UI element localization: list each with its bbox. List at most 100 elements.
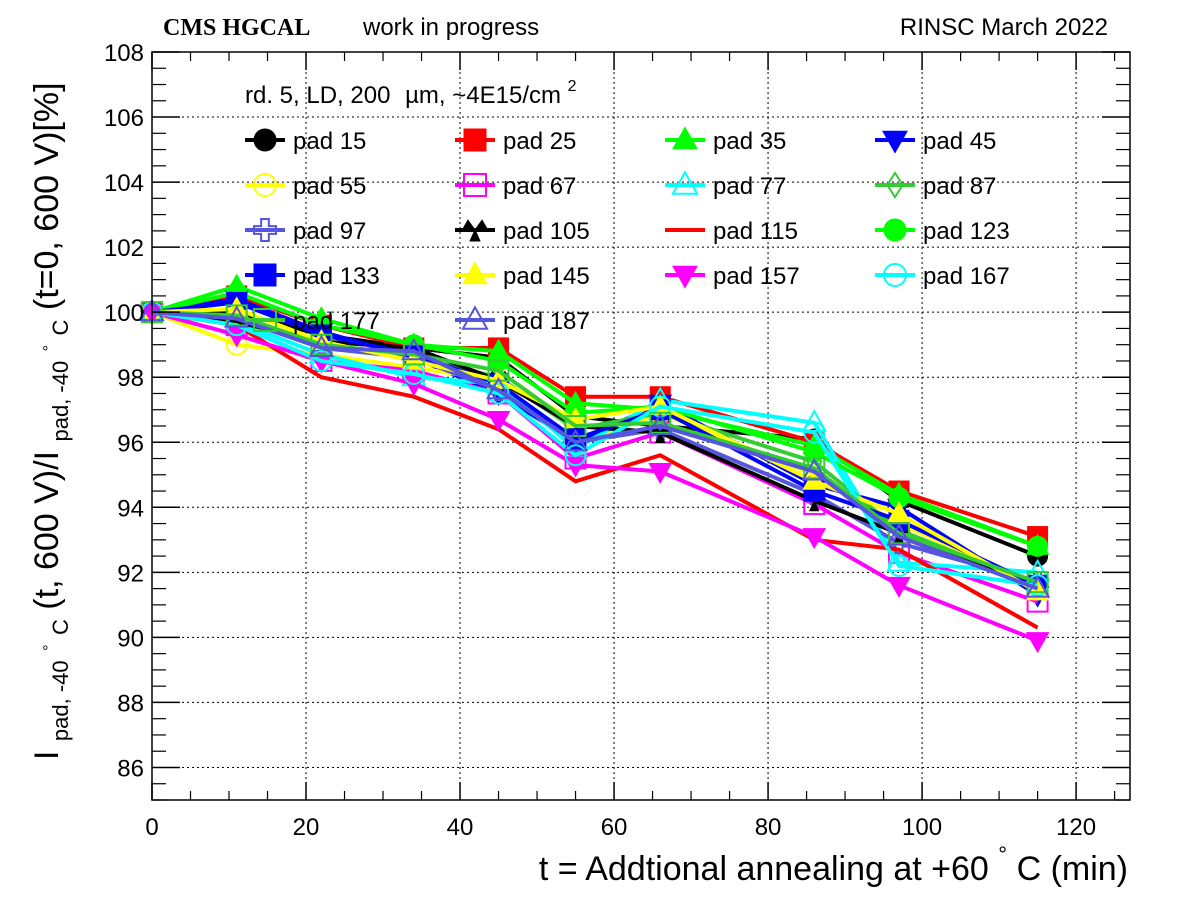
data-point-pad-167 [402,362,425,385]
series-line-pad-157 [151,310,1039,643]
series-line-pad-35 [151,284,1039,549]
data-point-pad-157 [1025,632,1050,654]
legend-entry-pad-157: pad 157 [665,263,800,290]
legend-label: pad 67 [503,173,576,200]
data-point-pad-157 [648,463,673,485]
legend-entry-pad-87: pad 87 [875,171,996,200]
legend-marker [253,218,277,242]
data-point-pad-123 [1027,535,1049,557]
legend-entry-pad-77: pad 77 [665,170,786,200]
legend-marker [463,173,487,197]
legend-label: pad 133 [293,263,380,290]
series-pad-115 [151,310,1039,630]
legend-marker [463,128,487,152]
y-tick-label: 88 [117,690,144,717]
grid [152,51,1130,800]
data-point-pad-145 [887,501,911,523]
legend-marker [462,261,488,285]
data-point-pad-167 [803,421,826,444]
y-tick-label: 96 [117,430,144,457]
y-tick-label: 94 [117,495,144,522]
legend-label: pad 87 [923,173,996,200]
legend-entry-pad-55: pad 55 [245,173,366,200]
y-tick-label: 108 [104,40,144,67]
data-point-pad-187 [801,457,827,481]
x-tick-label: 80 [755,814,782,841]
y-tick-label: 104 [104,170,144,197]
legend-label: pad 187 [503,308,590,335]
legend-entry-pad-105: pad 105 [455,218,590,245]
svg-text:I pad, -40 °: I pad, -40 ° C (t, 600 V)/I pad, -40 ° C… [24,82,76,760]
legend-label: pad 167 [923,263,1010,290]
x-tick-label: 120 [1056,814,1096,841]
legend-marker [461,305,489,330]
tristar-arm [469,228,481,242]
legend-entry-pad-35: pad 35 [665,126,786,155]
data-point-pad-167 [887,554,910,577]
legend-label: pad 157 [713,263,800,290]
legend-marker [886,171,904,199]
data-point-pad-187 [223,305,250,328]
x-tick-label: 100 [902,814,942,841]
data-point-pad-157 [887,576,911,598]
status-label: work in progress [362,14,539,41]
legend-entry-pad-115: pad 115 [665,218,798,245]
legend-entry-pad-177: pad 177 [245,308,380,335]
data-point-pad-187 [308,334,335,357]
data-point-pad-187 [1024,575,1051,598]
x-tick-label: 20 [293,814,320,841]
series-line-pad-115 [151,310,1039,630]
experiment-label: CMS HGCAL [163,15,310,41]
legend: rd. 5, LD, 200 µm, ~4E15/cm 2 pad 15 pad … [245,78,1010,335]
data-point-pad-187 [562,428,589,452]
x-tick-label: 40 [447,814,474,841]
axis-ticks: 0 20 40 60 80 100 120 86 88 90 92 94 96 98 100 102 104 10… [104,40,1130,841]
series-lines [139,273,1051,654]
legend-entry-pad-25: pad 25 [455,128,576,155]
y-tick-label: 98 [117,365,144,392]
data-point-pad-145 [1025,579,1050,601]
y-tick-label: 102 [104,235,144,262]
legend-label: pad 115 [713,218,798,245]
series-pad-187 [139,298,1051,598]
legend-label: pad 45 [923,128,996,155]
legend-entry-pad-133: pad 133 [245,263,380,290]
legend-marker [672,265,698,289]
legend-label: pad 55 [293,173,366,200]
data-point-pad-177 [1026,571,1049,594]
series-line-pad-187 [151,310,1039,591]
data-point-pad-187 [647,412,673,435]
legend-marker [882,130,908,154]
data-point-pad-157 [802,528,827,550]
campaign-label: RINSC March 2022 [900,14,1108,41]
legend-label: pad 123 [923,218,1010,245]
legend-marker [253,128,277,152]
legend-label: pad 25 [503,128,576,155]
y-axis-title: I pad, -40 ° C (t, 600 V)/I pad, -40 ° C… [24,82,76,760]
legend-label: pad 105 [503,218,590,245]
tristar-arm [473,219,488,231]
legend-marker [253,173,277,197]
data-point-pad-187 [886,523,912,546]
series-line-pad-177 [151,310,1039,584]
svg-text:rd. 5, LD, 200 µm, ~4E15: rd. 5, LD, 200 µm, ~4E15/cm 2 [245,78,577,109]
legend-entry-pad-67: pad 67 [455,173,576,200]
legend-marker [883,263,907,287]
legend-entry-pad-167: pad 167 [875,263,1010,290]
legend-label: pad 177 [293,308,380,335]
legend-entry-pad-97: pad 97 [245,218,366,245]
data-point-pad-167 [487,382,510,405]
legend-entry-pad-187: pad 187 [455,305,590,335]
data-point-pad-167 [564,444,587,467]
series-line-pad-123 [151,290,1039,549]
tristar-arm [462,219,477,231]
data-point-pad-177 [564,415,587,437]
data-point-pad-157 [486,410,511,433]
legend-entry-pad-145: pad 145 [455,261,590,290]
legend-header: rd. 5, LD, 200 [245,82,390,109]
x-axis-title: t = Addtional annealing at +60 ° C (min) [539,832,1128,888]
legend-marker [462,219,488,242]
y-tick-label: 86 [117,755,144,782]
y-tick-label: 100 [104,300,144,327]
